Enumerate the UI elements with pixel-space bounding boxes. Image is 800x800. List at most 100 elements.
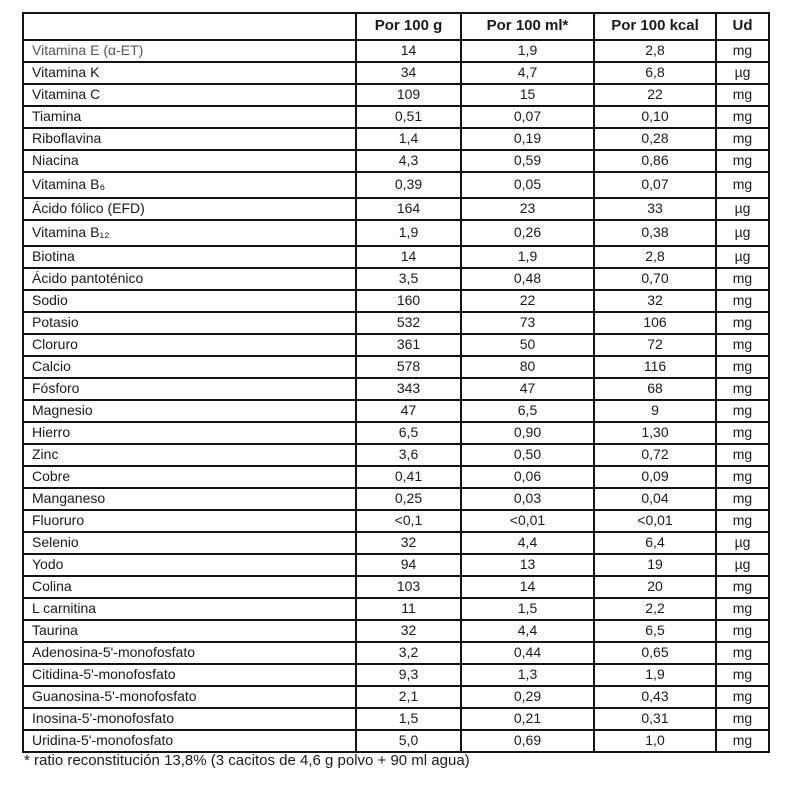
table-row: Uridina-5'-monofosfato 5,0 0,69 1,0 mg	[22, 729, 770, 753]
table-row: Fluoruro <0,1 <0,01 <0,01 mg	[22, 509, 770, 533]
value-per-100g: 1,9	[355, 219, 462, 247]
table-header: Por 100 g Por 100 ml* Por 100 kcal Ud	[22, 12, 770, 41]
value-per-100ml: 1,9	[460, 39, 595, 63]
nutrient-label: Vitamina E (α-ET)	[22, 39, 357, 63]
nutrition-table: Por 100 g Por 100 ml* Por 100 kcal Ud Vi…	[22, 12, 770, 753]
value-per-100ml: 0,44	[460, 641, 595, 665]
value-per-100kcal: 19	[593, 553, 717, 577]
value-per-100g: 578	[355, 355, 462, 379]
value-per-100ml: 15	[460, 83, 595, 107]
value-per-100g: 343	[355, 377, 462, 401]
table-row: Selenio 32 4,4 6,4 µg	[22, 531, 770, 555]
value-per-100g: 32	[355, 531, 462, 555]
value-per-100kcal: 20	[593, 575, 717, 599]
unit-value: mg	[715, 465, 770, 489]
value-per-100ml: 22	[460, 289, 595, 313]
table-row: Fósforo 343 47 68 mg	[22, 377, 770, 401]
unit-value: mg	[715, 443, 770, 467]
nutrient-label: Vitamina K	[22, 61, 357, 85]
value-per-100kcal: 0,31	[593, 707, 717, 731]
value-per-100ml: 13	[460, 553, 595, 577]
value-per-100kcal: 1,9	[593, 663, 717, 687]
nutrient-label: Ácido pantoténico	[22, 267, 357, 291]
value-per-100ml: 0,07	[460, 105, 595, 129]
value-per-100kcal: 0,65	[593, 641, 717, 665]
value-per-100kcal: 0,72	[593, 443, 717, 467]
table-row: Tiamina 0,51 0,07 0,10 mg	[22, 105, 770, 129]
table-row: Calcio 578 80 116 mg	[22, 355, 770, 379]
value-per-100ml: 0,50	[460, 443, 595, 467]
value-per-100kcal: 0,04	[593, 487, 717, 511]
unit-value: mg	[715, 707, 770, 731]
table-row: Ácido pantoténico 3,5 0,48 0,70 mg	[22, 267, 770, 291]
nutrient-label: Ácido fólico (EFD)	[22, 197, 357, 221]
value-per-100kcal: 0,07	[593, 171, 717, 199]
unit-value: mg	[715, 575, 770, 599]
value-per-100ml: 0,03	[460, 487, 595, 511]
value-per-100g: 3,6	[355, 443, 462, 467]
value-per-100ml: 14	[460, 575, 595, 599]
value-per-100ml: <0,01	[460, 509, 595, 533]
unit-value: mg	[715, 39, 770, 63]
value-per-100ml: 0,59	[460, 149, 595, 173]
nutrient-label: Citidina-5'-monofosfato	[22, 663, 357, 687]
value-per-100ml: 4,7	[460, 61, 595, 85]
value-per-100g: 532	[355, 311, 462, 335]
value-per-100g: 164	[355, 197, 462, 221]
nutrient-label: L carnitina	[22, 597, 357, 621]
table-row: Guanosina-5'-monofosfato 2,1 0,29 0,43 mg	[22, 685, 770, 709]
header-row: Por 100 g Por 100 ml* Por 100 kcal Ud	[22, 12, 770, 41]
nutrient-label: Biotina	[22, 245, 357, 269]
nutrient-label: Hierro	[22, 421, 357, 445]
nutrient-label: Guanosina-5'-monofosfato	[22, 685, 357, 709]
reconstitution-footnote: * ratio reconstitución 13,8% (3 cacitos …	[24, 752, 470, 769]
value-per-100kcal: 116	[593, 355, 717, 379]
value-per-100g: 361	[355, 333, 462, 357]
table-row: Vitamina B₁₂ 1,9 0,26 0,38 µg	[22, 219, 770, 247]
value-per-100ml: 0,06	[460, 465, 595, 489]
nutrient-label: Calcio	[22, 355, 357, 379]
value-per-100g: 0,39	[355, 171, 462, 199]
unit-value: µg	[715, 531, 770, 555]
value-per-100ml: 73	[460, 311, 595, 335]
unit-value: mg	[715, 105, 770, 129]
table-row: Cloruro 361 50 72 mg	[22, 333, 770, 357]
nutrient-label: Taurina	[22, 619, 357, 643]
unit-value: mg	[715, 619, 770, 643]
value-per-100g: 0,51	[355, 105, 462, 129]
nutrient-label: Niacina	[22, 149, 357, 173]
value-per-100g: 0,41	[355, 465, 462, 489]
unit-value: µg	[715, 61, 770, 85]
unit-value: mg	[715, 377, 770, 401]
value-per-100ml: 47	[460, 377, 595, 401]
unit-value: mg	[715, 171, 770, 199]
header-cell-per-100ml: Por 100 ml*	[460, 12, 595, 41]
value-per-100kcal: 72	[593, 333, 717, 357]
value-per-100g: 6,5	[355, 421, 462, 445]
unit-value: mg	[715, 509, 770, 533]
value-per-100kcal: 6,4	[593, 531, 717, 555]
unit-value: mg	[715, 641, 770, 665]
nutrient-label: Vitamina C	[22, 83, 357, 107]
nutrient-label: Potasio	[22, 311, 357, 335]
value-per-100ml: 1,9	[460, 245, 595, 269]
value-per-100kcal: 106	[593, 311, 717, 335]
value-per-100g: 4,3	[355, 149, 462, 173]
nutrient-label: Tiamina	[22, 105, 357, 129]
value-per-100ml: 50	[460, 333, 595, 357]
value-per-100g: 9,3	[355, 663, 462, 687]
table-row: Colina 103 14 20 mg	[22, 575, 770, 599]
value-per-100g: 160	[355, 289, 462, 313]
table-row: Yodo 94 13 19 µg	[22, 553, 770, 577]
nutrient-label: Magnesio	[22, 399, 357, 423]
value-per-100kcal: 32	[593, 289, 717, 313]
value-per-100g: 5,0	[355, 729, 462, 753]
value-per-100g: 14	[355, 245, 462, 269]
table-row: Ácido fólico (EFD) 164 23 33 µg	[22, 197, 770, 221]
value-per-100g: 94	[355, 553, 462, 577]
value-per-100g: 109	[355, 83, 462, 107]
table-row: Vitamina B₆ 0,39 0,05 0,07 mg	[22, 171, 770, 199]
value-per-100ml: 80	[460, 355, 595, 379]
unit-value: mg	[715, 83, 770, 107]
